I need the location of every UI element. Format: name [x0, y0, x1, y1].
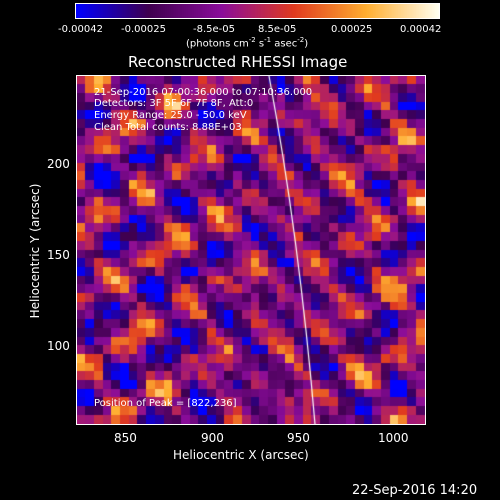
colorbar	[75, 3, 440, 19]
y-tick-100: 100	[47, 339, 70, 353]
footer-timestamp: 22-Sep-2016 14:20	[352, 483, 478, 498]
plot-title: Reconstructed RHESSI Image	[128, 53, 348, 71]
x-tick-900: 900	[201, 431, 224, 445]
x-tick-1000: 1000	[378, 431, 409, 445]
image-plot	[76, 75, 426, 425]
colorbar-tick-5: 0.00025	[331, 24, 373, 35]
colorbar-tick-4: 8.5e-05	[258, 24, 297, 35]
info-counts: Clean Total counts: 8.88E+03	[94, 122, 242, 133]
colorbar-tick-6: 0.00042	[400, 24, 442, 35]
colorbar-gradient	[76, 4, 439, 18]
heatmap-image	[77, 76, 425, 424]
x-axis-label: Heliocentric X (arcsec)	[173, 448, 309, 462]
colorbar-tick-1: -0.00042	[58, 24, 103, 35]
y-axis-label: Heliocentric Y (arcsec)	[28, 183, 42, 319]
info-detectors: Detectors: 3F 5F 6F 7F 8F, Att:0	[94, 98, 254, 109]
x-tick-850: 850	[114, 431, 137, 445]
info-energy-range: Energy Range: 25.0 - 50.0 keV	[94, 110, 247, 121]
peak-position: Position of Peak = [822,236]	[94, 398, 237, 409]
y-tick-150: 150	[47, 248, 70, 262]
x-tick-950: 950	[287, 431, 310, 445]
info-time-range: 21-Sep-2016 07:00:36.000 to 07:10:36.000	[94, 87, 313, 98]
colorbar-tick-3: -8.5e-05	[193, 24, 235, 35]
y-tick-200: 200	[47, 157, 70, 171]
colorbar-tick-2: -0.00025	[121, 24, 166, 35]
colorbar-unit-label: (photons cm-2 s-1 asec-2)	[186, 36, 309, 50]
